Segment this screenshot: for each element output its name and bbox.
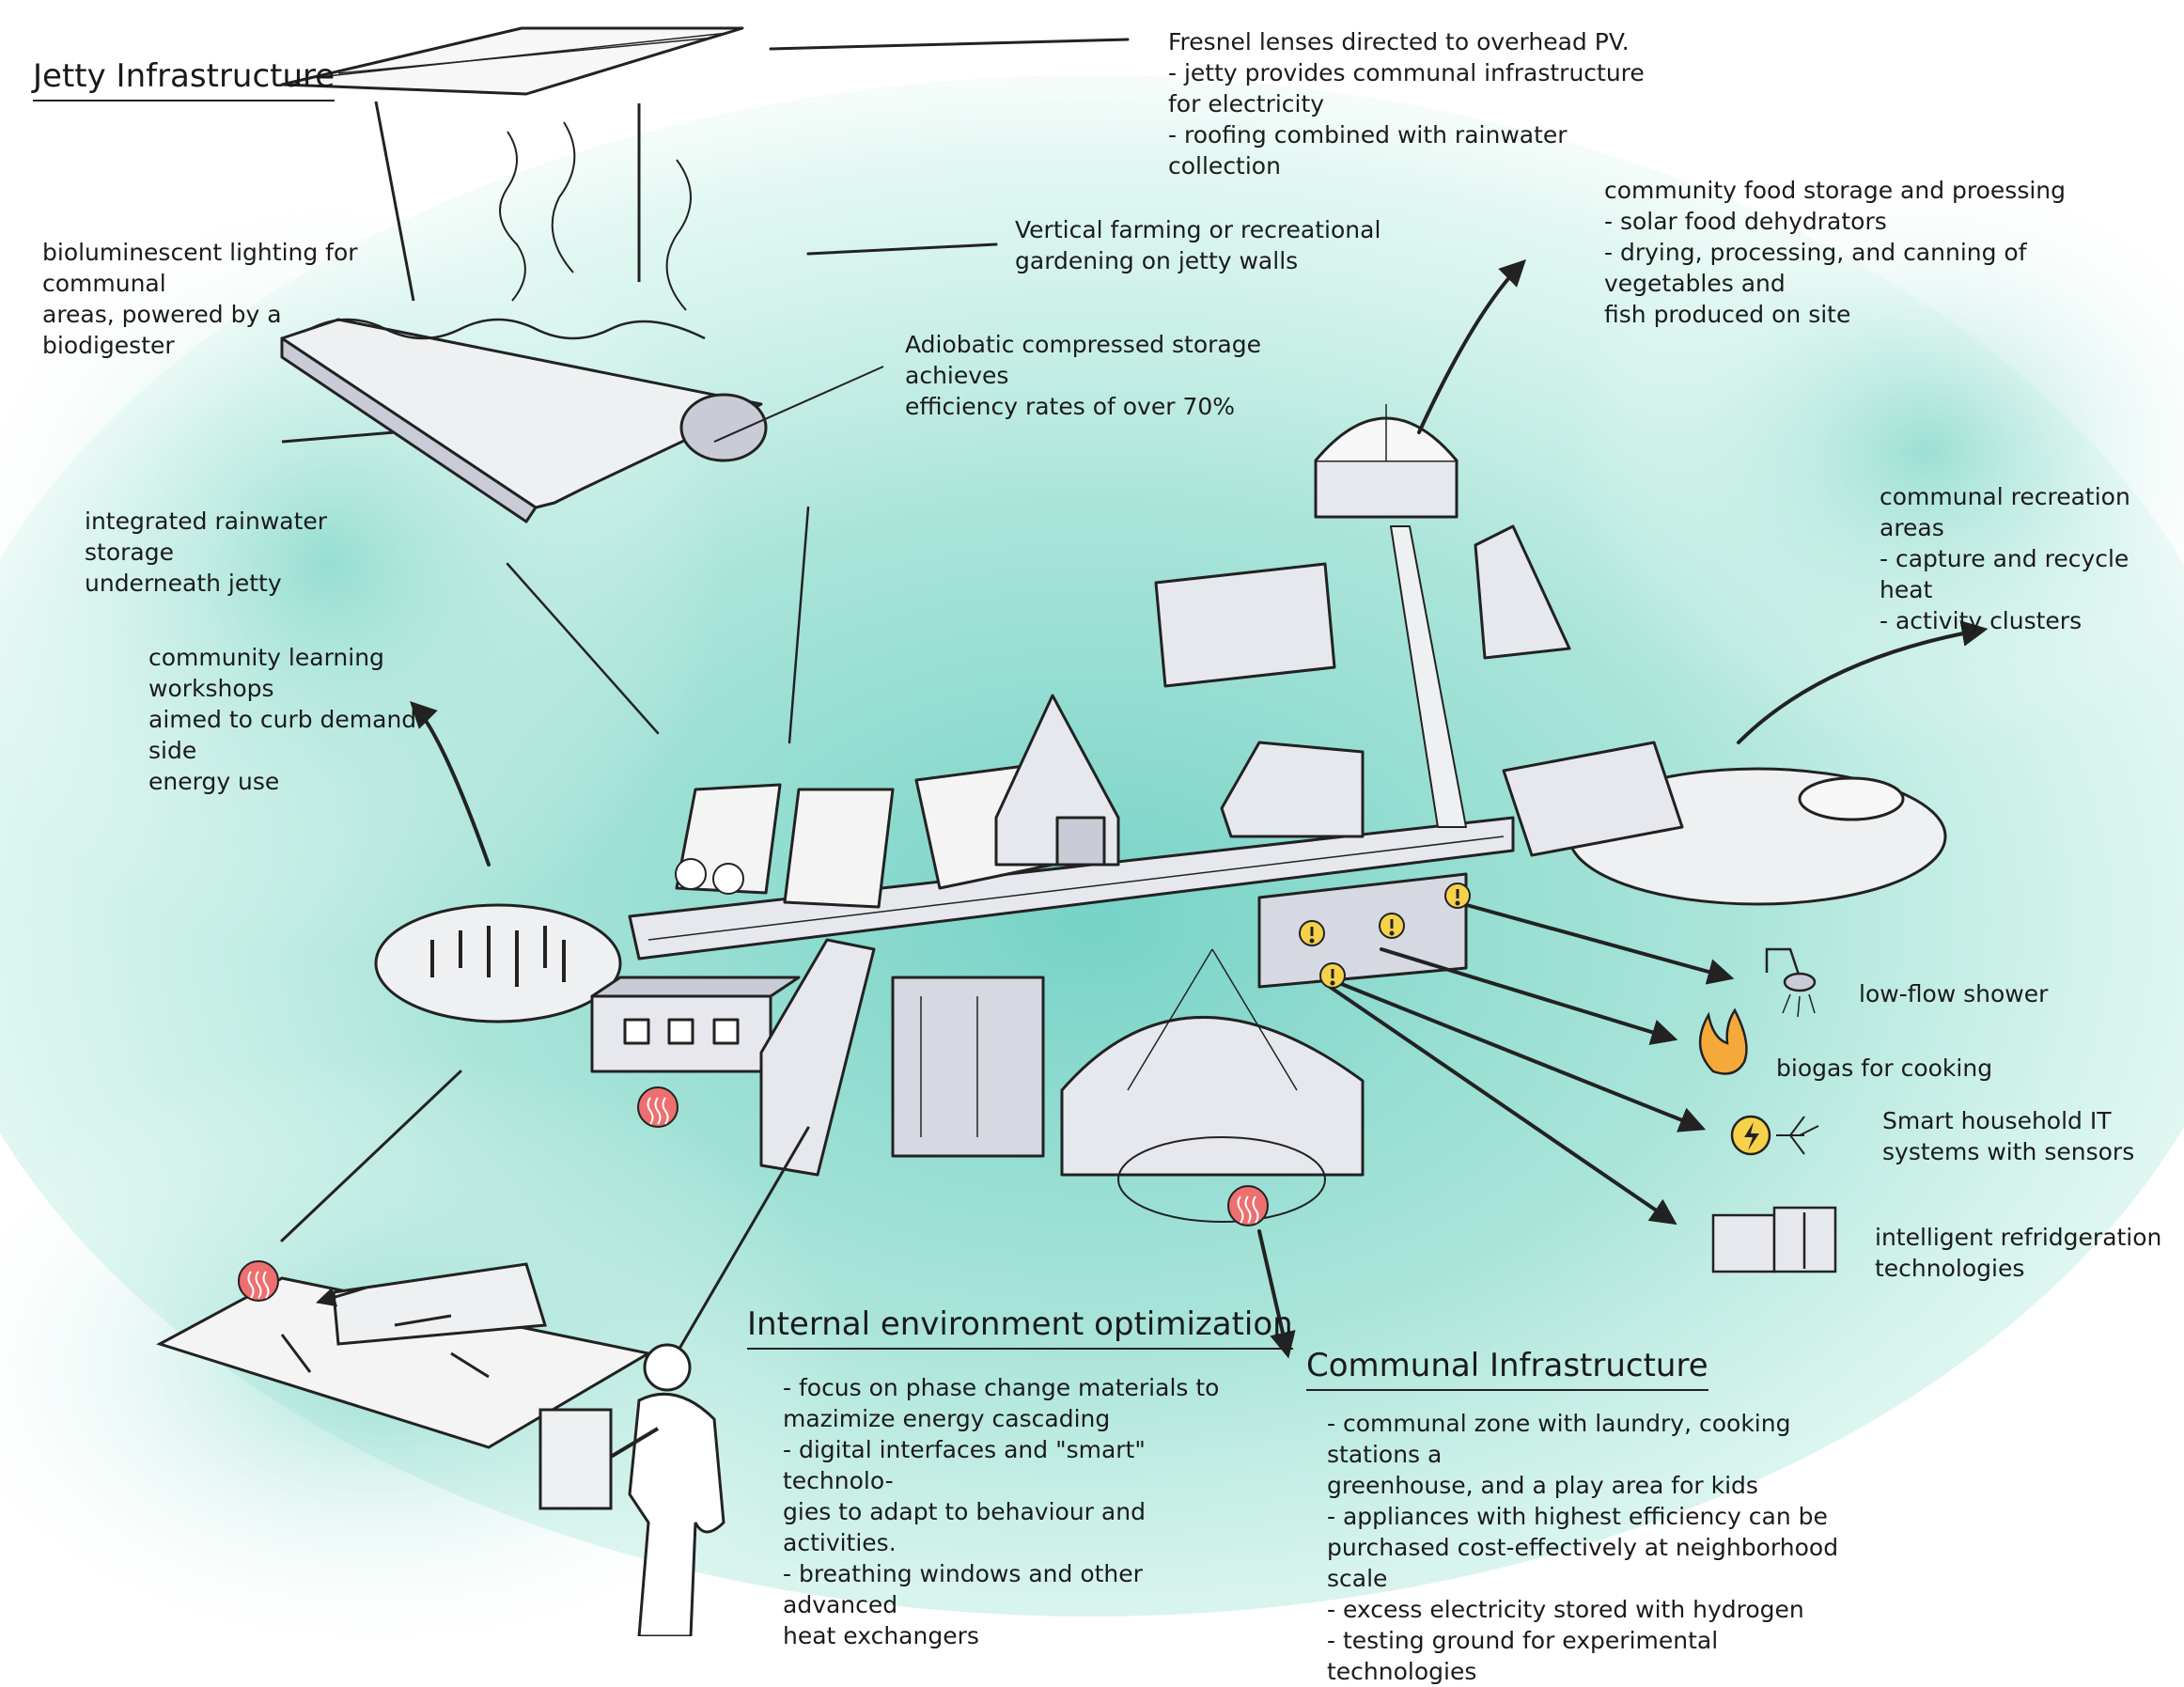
vertical-farming-note: Vertical farming or recreational gardeni…	[1015, 216, 1381, 274]
shower-label: low-flow shower	[1859, 980, 2049, 1008]
adiabatic-note: Adiobatic compressed storage achieves ef…	[905, 331, 1261, 420]
lightning-bolt-icon	[1730, 1115, 1819, 1156]
internal-heading-text: Internal environment optimization	[747, 1305, 1293, 1343]
heading-underline	[747, 1348, 1293, 1350]
person-silhouette-icon	[609, 1343, 725, 1636]
shower-head-icon	[1765, 947, 1817, 1018]
workshops-note: community learning workshops aimed to cu…	[148, 644, 426, 795]
internal-heading: Internal environment optimization	[747, 1304, 1293, 1350]
refrigerator-icon	[1711, 1206, 1837, 1273]
biogas-label: biogas for cooking	[1776, 1054, 1993, 1082]
communal-list: - communal zone with laundry, cooking st…	[1327, 1410, 1839, 1685]
communal-heading-text: Communal Infrastructure	[1306, 1347, 1708, 1384]
bioluminescent-note: bioluminescent lighting for communal are…	[42, 239, 358, 359]
exclamation-alert-icon	[1379, 913, 1405, 939]
food-storage-note: community food storage and proessing - s…	[1604, 177, 2067, 328]
jetty-heading-text: Jetty Infrastructure	[33, 57, 335, 95]
heading-underline	[33, 100, 335, 102]
exclamation-alert-icon	[1444, 883, 1471, 909]
recreation-note: communal recreation areas - capture and …	[1880, 483, 2130, 634]
exclamation-alert-icon	[1299, 920, 1325, 946]
heat-wave-icon	[637, 1086, 679, 1128]
smart-it-label: Smart household IT systems with sensors	[1882, 1107, 2135, 1165]
rainwater-note: integrated rainwater storage underneath …	[85, 508, 328, 597]
heat-wave-icon	[1227, 1185, 1269, 1226]
arrows	[280, 38, 1989, 1359]
communal-heading: Communal Infrastructure	[1306, 1346, 1708, 1391]
jetty-heading: Jetty Infrastructure	[33, 56, 335, 102]
jetty-sketch	[280, 26, 884, 523]
heading-underline	[1306, 1389, 1708, 1391]
internal-list: - focus on phase change materials to maz…	[783, 1374, 1220, 1649]
flame-icon	[1698, 1008, 1748, 1075]
heat-wave-icon	[238, 1260, 279, 1302]
fresnel-note: Fresnel lenses directed to overhead PV. …	[1168, 28, 1645, 180]
refrigeration-label: intelligent refridgeration technologies	[1875, 1224, 2162, 1282]
diagram-canvas	[0, 26, 2184, 1636]
floorplan-sketch	[156, 1262, 653, 1510]
exclamation-alert-icon	[1319, 962, 1346, 989]
